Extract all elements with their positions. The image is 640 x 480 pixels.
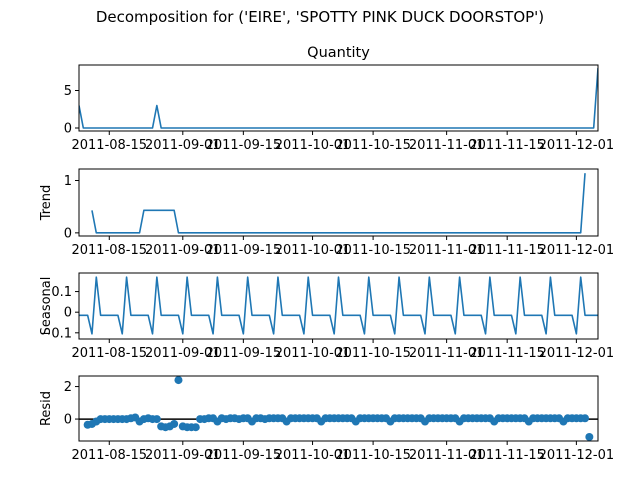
resid-point — [174, 376, 183, 385]
x-tick-label: 2011-11-01 — [409, 448, 485, 463]
x-tick-label: 2011-11-15 — [469, 448, 545, 463]
axes-frame — [78, 64, 599, 132]
y-axis-label: Resid — [39, 391, 54, 426]
plot-area — [91, 173, 586, 234]
x-tick-label: 2011-10-15 — [335, 448, 411, 463]
x-tick-label: 2011-10-01 — [275, 138, 351, 153]
x-tick-label: 2011-08-15 — [71, 138, 147, 153]
axes-frame — [78, 272, 599, 340]
x-tick-label: 2011-10-15 — [335, 138, 411, 153]
axes-frame — [78, 375, 599, 442]
x-tick-label: 2011-09-15 — [206, 346, 282, 361]
x-tick-label: 2011-08-15 — [71, 243, 147, 258]
resid-point — [152, 415, 161, 424]
x-tick-label: 2011-11-01 — [409, 138, 485, 153]
subplot-1: Quantity 0 5 2011-08-152011-09-012011-09-15… — [64, 45, 614, 153]
x-tick-label: 2011-09-01 — [145, 243, 221, 258]
resid-point — [581, 414, 590, 423]
y-tick-label: 1 — [64, 174, 72, 189]
x-tick-label: 2011-09-01 — [145, 346, 221, 361]
y-tick-label: 0 — [64, 122, 72, 137]
x-tick-label: 2011-11-15 — [469, 346, 545, 361]
series-line — [79, 67, 598, 129]
y-tick-label: −0.1 — [40, 326, 72, 341]
x-tick-label: 2011-10-15 — [335, 346, 411, 361]
plot-area — [79, 67, 598, 129]
y-tick-label: 0.1 — [51, 285, 72, 300]
subplot-3: Seasonal−0.100.12011-08-152011-09-012011… — [39, 272, 615, 361]
x-tick-label: 2011-10-01 — [275, 243, 351, 258]
x-tick-label: 2011-11-01 — [409, 243, 485, 258]
y-tick-label: 5 — [64, 84, 72, 99]
x-tick-label: 2011-12-01 — [539, 243, 615, 258]
x-tick-label: 2011-11-01 — [409, 346, 485, 361]
y-axis-label: Seasonal — [39, 277, 54, 336]
y-tick-label: 0 — [64, 306, 72, 321]
plot-area — [79, 276, 598, 335]
x-tick-label: 2011-12-01 — [539, 138, 615, 153]
x-tick-label: 2011-10-15 — [335, 243, 411, 258]
subplot-2: Trend012011-08-152011-09-012011-09-15201… — [39, 168, 615, 258]
panel-title: Quantity — [307, 45, 370, 61]
x-tick-label: 2011-11-15 — [469, 243, 545, 258]
x-tick-label: 2011-09-15 — [206, 243, 282, 258]
resid-point — [585, 432, 594, 441]
x-tick-label: 2011-10-01 — [275, 448, 351, 463]
x-tick-label: 2011-09-15 — [206, 448, 282, 463]
x-tick-label: 2011-08-15 — [71, 448, 147, 463]
y-tick-label: 2 — [64, 380, 72, 395]
x-tick-label: 2011-12-01 — [539, 346, 615, 361]
x-tick-label: 2011-12-01 — [539, 448, 615, 463]
x-tick-label: 2011-08-15 — [71, 346, 147, 361]
plot-area — [79, 376, 598, 441]
y-tick-label: 0 — [64, 226, 72, 241]
y-axis-label: Trend — [39, 185, 54, 222]
x-tick-label: 2011-09-01 — [145, 138, 221, 153]
axes-frame — [78, 168, 599, 237]
subplot-4: Resid 022011-08-152011-09-012011-09-15201… — [39, 375, 615, 463]
x-tick-label: 2011-09-15 — [206, 138, 282, 153]
x-tick-label: 2011-11-15 — [469, 138, 545, 153]
x-tick-label: 2011-09-01 — [145, 448, 221, 463]
resid-point — [191, 423, 200, 432]
series-line — [79, 276, 598, 335]
resid-point — [170, 419, 179, 428]
y-tick-label: 0 — [64, 413, 72, 428]
subplot-panels: Quantity052011-08-152011-09-012011-09-15… — [39, 45, 614, 463]
series-line — [91, 173, 586, 234]
figure-suptitle: Decomposition for ('EIRE', 'SPOTTY PINK … — [96, 8, 544, 26]
x-tick-label: 2011-10-01 — [275, 346, 351, 361]
